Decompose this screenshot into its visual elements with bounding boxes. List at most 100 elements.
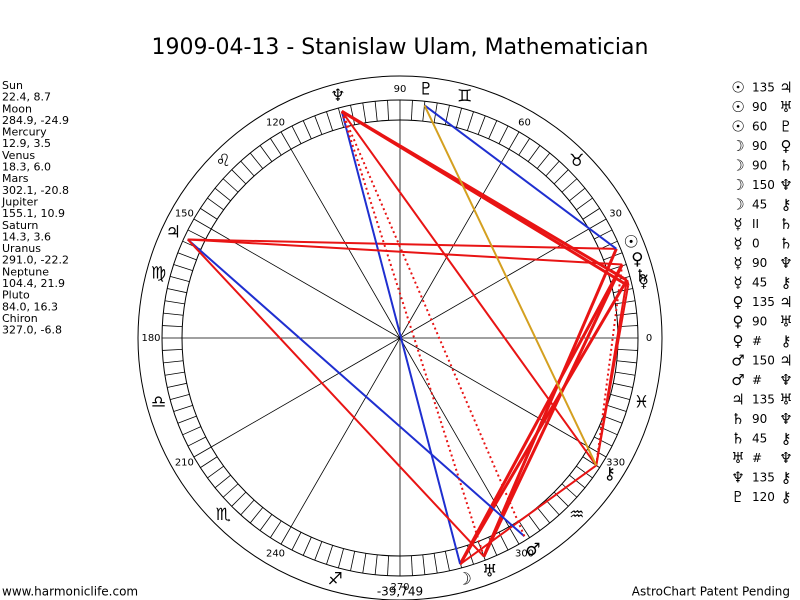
band-tick bbox=[594, 436, 613, 447]
aspect-planet: ⚷ bbox=[781, 196, 792, 214]
band-tick bbox=[193, 446, 212, 458]
band-tick bbox=[222, 178, 239, 193]
degree-label: 0 bbox=[646, 333, 652, 344]
aspect-line bbox=[595, 280, 628, 466]
band-tick bbox=[326, 111, 334, 131]
aspect-angle: # bbox=[752, 334, 762, 348]
band-tick bbox=[488, 120, 498, 140]
aspect-angle: 90 bbox=[752, 315, 767, 329]
planet-glyph: ♀ bbox=[631, 250, 643, 270]
band-tick bbox=[545, 160, 560, 177]
band-tick bbox=[350, 551, 356, 571]
aspect-planet: ☿ bbox=[733, 215, 742, 233]
band-tick bbox=[207, 197, 224, 211]
aspect-line bbox=[340, 110, 526, 537]
aspect-planet: ☽ bbox=[731, 176, 744, 194]
band-tick bbox=[259, 514, 273, 531]
aspect-planet: ⚷ bbox=[781, 274, 792, 292]
band-tick bbox=[498, 125, 509, 144]
band-tick bbox=[615, 371, 636, 376]
aspect-planet: ♅ bbox=[779, 98, 792, 116]
band-tick bbox=[270, 138, 282, 156]
aspect-planet: ☿ bbox=[733, 254, 742, 272]
band-tick bbox=[170, 394, 190, 400]
degree-label: 330 bbox=[606, 458, 625, 469]
zodiac-sign: ♉ bbox=[569, 151, 584, 171]
aspect-line bbox=[423, 104, 598, 466]
aspect-planet: ♀ bbox=[733, 313, 744, 331]
degree-label: 180 bbox=[141, 333, 160, 344]
spoke bbox=[211, 228, 401, 339]
aspect-planet: ♆ bbox=[731, 469, 744, 487]
aspect-angle: 0 bbox=[752, 237, 760, 251]
band-tick bbox=[588, 218, 607, 230]
aspect-angle: 150 bbox=[752, 354, 775, 368]
aspect-planet: ♂ bbox=[731, 371, 744, 389]
aspect-line bbox=[187, 238, 526, 537]
spoke bbox=[211, 337, 401, 448]
aspect-angle: 45 bbox=[752, 276, 767, 290]
band-tick bbox=[167, 288, 187, 294]
band-tick bbox=[249, 152, 264, 169]
band-tick bbox=[433, 553, 438, 574]
planet-position: 14.3, 3.6 bbox=[2, 230, 51, 243]
degree-label: 90 bbox=[394, 84, 407, 95]
band-tick bbox=[291, 532, 302, 551]
band-tick bbox=[411, 100, 413, 121]
band-tick bbox=[569, 474, 586, 489]
aspect-planet: ♀ bbox=[733, 332, 744, 350]
aspect-line bbox=[187, 238, 617, 250]
band-tick bbox=[214, 187, 231, 202]
band-tick bbox=[231, 491, 247, 507]
band-tick bbox=[527, 145, 541, 162]
band-tick bbox=[518, 138, 530, 156]
band-tick bbox=[200, 456, 218, 468]
aspect-planet: ♆ bbox=[779, 371, 792, 389]
band-tick bbox=[444, 551, 450, 571]
band-tick bbox=[314, 541, 323, 561]
planet-position: 12.9, 3.5 bbox=[2, 137, 51, 150]
band-tick bbox=[617, 349, 638, 351]
footer-left: www.harmoniclife.com bbox=[2, 585, 138, 599]
aspect-angle: # bbox=[752, 373, 762, 387]
planet-name: Mercury bbox=[2, 126, 47, 139]
band-tick bbox=[576, 465, 593, 479]
band-tick bbox=[240, 499, 255, 516]
planet-position: 302.1, -20.8 bbox=[2, 184, 69, 197]
band-tick bbox=[594, 229, 613, 240]
band-tick bbox=[422, 554, 426, 575]
band-tick bbox=[545, 499, 560, 516]
band-tick bbox=[387, 100, 389, 121]
footer-right: AstroChart Patent Pending bbox=[632, 585, 790, 599]
band-tick bbox=[314, 115, 323, 135]
band-tick bbox=[362, 553, 367, 574]
aspect-line bbox=[187, 238, 485, 558]
chart-title: 1909-04-13 - Stanislaw Ulam, Mathematici… bbox=[152, 35, 649, 60]
band-tick bbox=[582, 208, 600, 220]
band-tick bbox=[466, 111, 474, 131]
aspect-planet: ☿ bbox=[733, 274, 742, 292]
band-tick bbox=[163, 312, 184, 316]
band-tick bbox=[582, 456, 600, 468]
planet-glyph: ♄ bbox=[635, 266, 650, 286]
zodiac-sign: ♐ bbox=[328, 569, 343, 589]
aspect-planet: ⚷ bbox=[781, 430, 792, 448]
degree-label: 300 bbox=[515, 549, 534, 560]
planet-glyph: ☿ bbox=[638, 272, 648, 292]
aspect-planet: ♆ bbox=[779, 254, 792, 272]
outer-circle bbox=[137, 75, 663, 600]
aspect-angle: 150 bbox=[752, 178, 775, 192]
aspect-planet: ♄ bbox=[779, 157, 792, 175]
zodiac-sign: ♒ bbox=[569, 505, 584, 525]
degree-label: 30 bbox=[609, 209, 622, 220]
band-tick bbox=[374, 101, 378, 122]
planet-glyph: ☉ bbox=[624, 233, 639, 253]
band-tick bbox=[616, 312, 637, 316]
band-tick bbox=[259, 145, 273, 162]
planet-position: 291.0, -22.2 bbox=[2, 254, 69, 267]
aspect-angle: 45 bbox=[752, 432, 767, 446]
aspect-planet: ♄ bbox=[779, 235, 792, 253]
band-tick bbox=[163, 360, 184, 364]
planet-position: 284.9, -24.9 bbox=[2, 114, 69, 127]
planet-position: 327.0, -6.8 bbox=[2, 324, 62, 337]
